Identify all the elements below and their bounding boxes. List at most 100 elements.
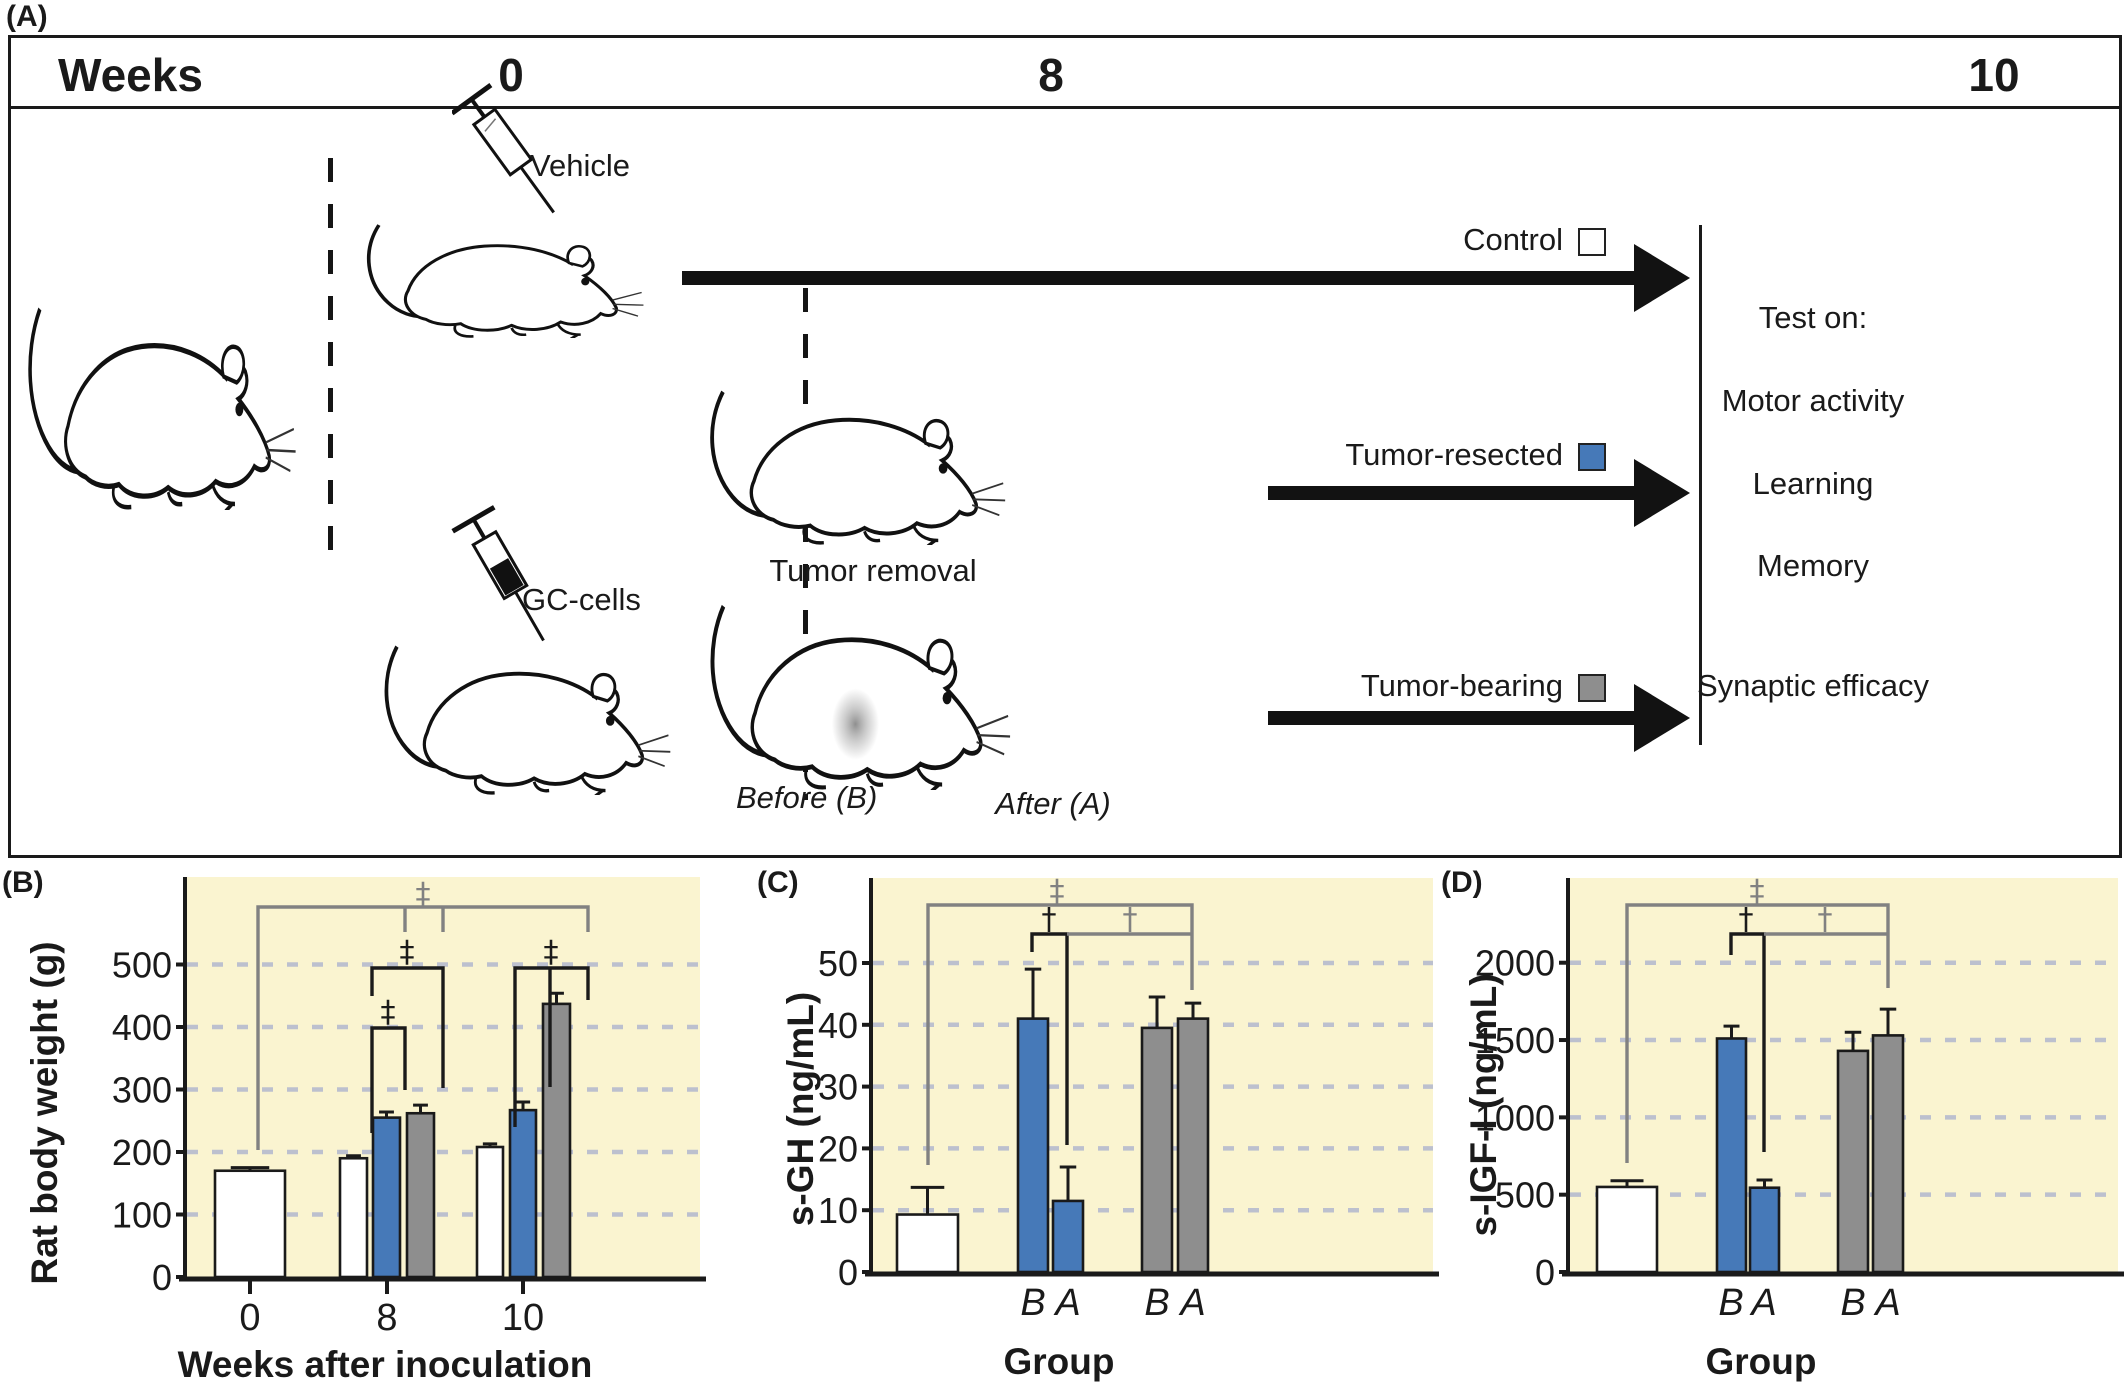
chart-c-x-axis-label: Group: [1003, 1341, 1115, 1382]
tests-title: Test on:: [1758, 300, 1868, 335]
sig-symbol-B: ‡: [400, 935, 415, 970]
sig-bracket-C: [1030, 932, 1069, 1145]
tests-divider-line: [1699, 225, 1702, 745]
week8-dashed-line: [803, 288, 808, 800]
bar-C-white: [895, 1213, 960, 1274]
test-item-memory: Memory: [1757, 548, 1869, 583]
x-tick-label-C: B: [1144, 1282, 1169, 1324]
before-label: Before (B): [736, 780, 878, 815]
x-tick-label-D: B: [1718, 1282, 1743, 1324]
chart-b-x-axis-label: Weeks after inoculation: [177, 1344, 593, 1385]
x-tick-label-B: 10: [502, 1297, 544, 1339]
timeline-tick-10: 10: [1968, 49, 2020, 101]
sig-bracket-B: [256, 905, 590, 1150]
tumor-bearing-arm-label: Tumor-bearing: [1360, 668, 1563, 703]
y-tick-label-C-50: 50: [818, 943, 858, 984]
panel-b-label: (B): [2, 866, 44, 899]
panel-d-label: (D): [1441, 866, 1483, 899]
y-tick-label-C-10: 10: [818, 1190, 858, 1231]
panel-a-frame: [8, 35, 2122, 858]
x-tick-label-D: B: [1840, 1282, 1865, 1324]
x-tick-label-B: 8: [376, 1297, 397, 1339]
y-tick-label-B-200: 200: [112, 1132, 172, 1173]
control-arrow-head: [1634, 244, 1690, 312]
bar-D-gray: [1836, 1049, 1870, 1274]
week0-dashed-line: [328, 158, 333, 562]
bar-B-blue: [508, 1108, 538, 1279]
panel-c-label: (C): [757, 866, 799, 899]
y-tick-label-B-100: 100: [112, 1195, 172, 1236]
x-tick-label-C: B: [1020, 1282, 1045, 1324]
sig-bracket-D: [1729, 932, 1766, 1152]
x-tick-label-C: A: [1053, 1282, 1080, 1324]
y-tick-label-D-1000: 1000: [1475, 1097, 1555, 1138]
sig-bracket-B: [370, 966, 445, 1088]
timeline-title: Weeks: [58, 49, 203, 101]
test-item-learning: Learning: [1752, 466, 1874, 501]
bar-B-gray: [405, 1111, 436, 1279]
bar-C-gray: [1176, 1017, 1210, 1274]
bar-B-blue: [371, 1116, 402, 1279]
sig-symbol-D: †: [1739, 902, 1754, 937]
bar-D-white: [1595, 1185, 1659, 1274]
chart-d-x-axis-label: Group: [1705, 1341, 1817, 1382]
x-tick-label-B: 0: [239, 1297, 260, 1339]
tumor-bearing-arrow-shaft: [1268, 711, 1634, 725]
tumor-removal-label: Tumor removal: [769, 553, 977, 588]
bar-C-blue: [1051, 1199, 1085, 1274]
tumor-resected-swatch: [1578, 443, 1606, 471]
control-arrow-shaft: [682, 271, 1634, 285]
x-tick-label-D: A: [1749, 1282, 1776, 1324]
sig-symbol-B: ‡: [381, 995, 396, 1030]
y-tick-label-B-500: 500: [112, 945, 172, 986]
timeline-tick-0: 0: [498, 49, 524, 101]
sig-bracket-C: [926, 903, 1194, 1165]
panel-a-label: (A): [6, 0, 48, 33]
y-tick-label-D-1500: 1500: [1475, 1020, 1555, 1061]
x-tick-label-C: A: [1178, 1282, 1205, 1324]
sig-symbol-C: ‡: [1050, 874, 1065, 909]
control-swatch: [1578, 228, 1606, 256]
vehicle-label: Vehicle: [530, 148, 630, 183]
bar-C-blue: [1016, 1017, 1050, 1274]
sig-bracket-D: [1625, 903, 1890, 1163]
y-tick-label-C-20: 20: [818, 1128, 858, 1169]
bar-D-gray: [1871, 1034, 1905, 1274]
sig-symbol-C: †: [1042, 902, 1057, 937]
test-item-synaptic-efficacy: Synaptic efficacy: [1696, 668, 1930, 703]
sig-symbol-C: †: [1123, 902, 1138, 937]
sig-symbol-D: ‡: [1750, 874, 1765, 909]
tumor-bearing-rat-illustration: [690, 598, 1015, 790]
tumor-resected-arrow-shaft: [1268, 486, 1634, 500]
gc-cells-label: GC-cells: [522, 582, 641, 617]
y-tick-label-C-0: 0: [838, 1252, 858, 1293]
y-tick-label-B-400: 400: [112, 1007, 172, 1048]
timeline-tick-8: 8: [1038, 49, 1064, 101]
y-tick-label-B-0: 0: [152, 1257, 172, 1298]
bar-B-white: [475, 1145, 505, 1279]
bar-D-blue: [1748, 1186, 1781, 1274]
y-tick-label-C-30: 30: [818, 1067, 858, 1108]
test-item-motor-activity: Motor activity: [1721, 383, 1905, 418]
tumor-spot: [831, 688, 880, 760]
timeline-divider: [8, 106, 2122, 109]
bar-B-gray: [541, 1002, 572, 1279]
x-tick-label-D: A: [1873, 1282, 1900, 1324]
tumor-bearing-swatch: [1578, 674, 1606, 702]
bar-C-gray: [1140, 1026, 1174, 1274]
sig-symbol-B: ‡: [544, 935, 559, 970]
control-arm-label: Control: [1463, 222, 1563, 257]
y-tick-label-D-2000: 2000: [1475, 943, 1555, 984]
bar-B-white: [213, 1169, 287, 1279]
y-tick-label-D-0: 0: [1535, 1252, 1555, 1293]
y-tick-label-C-40: 40: [818, 1005, 858, 1046]
y-tick-label-D-500: 500: [1495, 1175, 1555, 1216]
after-label: After (A): [995, 786, 1111, 821]
tumor-resected-arm-label: Tumor-resected: [1345, 437, 1563, 472]
tumor-bearing-arrow-head: [1634, 684, 1690, 752]
bar-D-blue: [1715, 1037, 1748, 1274]
bar-B-white: [338, 1156, 369, 1279]
sig-symbol-D: †: [1818, 902, 1833, 937]
